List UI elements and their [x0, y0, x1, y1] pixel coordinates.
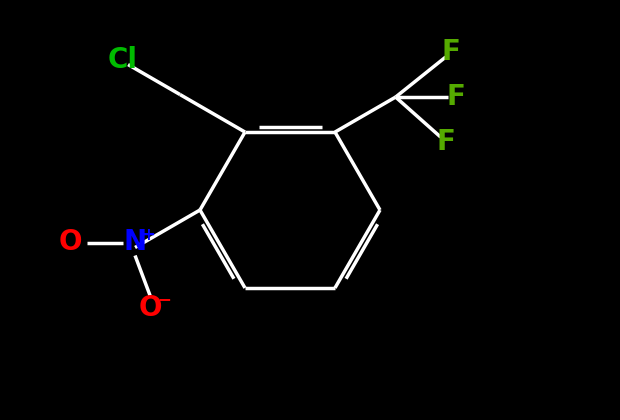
Text: O: O: [58, 228, 82, 257]
Text: O: O: [138, 294, 162, 321]
Text: Cl: Cl: [108, 45, 138, 74]
Text: −: −: [157, 291, 171, 309]
Text: N: N: [123, 228, 146, 257]
Text: F: F: [441, 38, 460, 66]
Text: F: F: [446, 83, 465, 111]
Text: +: +: [141, 226, 155, 244]
Text: F: F: [436, 128, 455, 156]
